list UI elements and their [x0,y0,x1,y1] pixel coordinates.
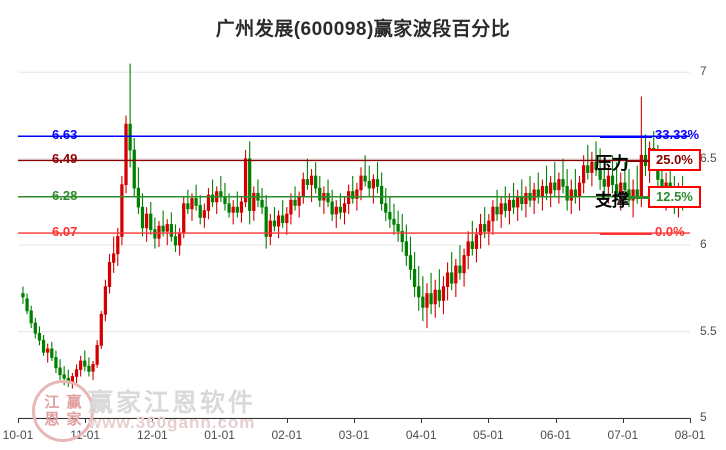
watermark-brand: 赢家江恩软件 [88,389,257,417]
x-axis-tick-label: 02-01 [271,428,303,442]
seal-char: 恩 [44,411,60,428]
seal-char: 赢 [66,394,82,411]
x-axis-tick-mark [354,418,355,423]
level-connector-base-0 [600,233,652,236]
x-axis-tick-label: 12-01 [137,428,168,442]
x-axis-tick-label: 10-01 [2,428,34,442]
level-price-label-resistance-100: 6.63 [52,127,78,143]
x-axis-tick-mark [152,418,154,423]
level-connector-resistance-100 [600,136,652,139]
level-connector-support-12 [628,196,650,199]
x-axis-tick-mark [690,418,691,423]
level-pct-label-base-0: 0.0% [655,224,685,240]
brand-seal-icon: 江赢恩家 [32,380,94,442]
level-pct-box-support-12[interactable]: 12.5% [648,185,701,208]
level-price-label-base-0: 6.07 [52,224,78,240]
x-axis-tick-mark [555,418,557,423]
seal-char: 江 [44,394,60,411]
y-axis-tick: 7 [700,64,707,79]
x-axis-tick-label: 04-01 [405,428,437,442]
x-axis-tick-mark [219,418,221,423]
x-axis-tick-mark [488,418,490,423]
level-connector-pressure-25 [628,160,650,163]
chart-title: 广州发展(600098)赢家波段百分比 [215,19,511,40]
watermark-url: www.360gann.com [88,413,256,432]
plot-area [18,55,690,418]
level-pct-label-resistance-100: 33.33% [655,127,700,143]
x-axis-tick-label: 05-01 [473,428,504,442]
y-axis-tick: 6.5 [700,150,717,165]
x-axis-tick-mark [286,418,288,423]
x-axis-tick-label: 01-01 [204,428,235,442]
level-cn-label-pressure-25: 压力 [595,154,629,174]
x-axis-tick-mark [622,418,624,423]
x-axis-tick-mark [421,418,423,423]
level-price-label-support-12: 6.28 [52,187,78,203]
y-axis-tick: 5 [700,410,707,424]
x-axis-tick-label: 03-01 [338,428,370,442]
y-axis-tick: 5.5 [700,323,717,338]
level-pct-box-pressure-25[interactable]: 25.0% [648,149,701,172]
x-axis-tick-mark [18,418,19,423]
candlestick-svg [18,63,690,418]
x-axis-tick-label: 07-01 [607,428,639,442]
seal-char: 家 [66,411,82,428]
level-price-label-pressure-25: 6.49 [52,151,78,167]
x-axis-tick-label: 08-01 [674,428,706,442]
x-axis-tick-label: 06-01 [540,428,571,442]
y-axis-tick: 6 [700,237,707,252]
level-cn-label-support-12: 支撑 [595,190,629,210]
